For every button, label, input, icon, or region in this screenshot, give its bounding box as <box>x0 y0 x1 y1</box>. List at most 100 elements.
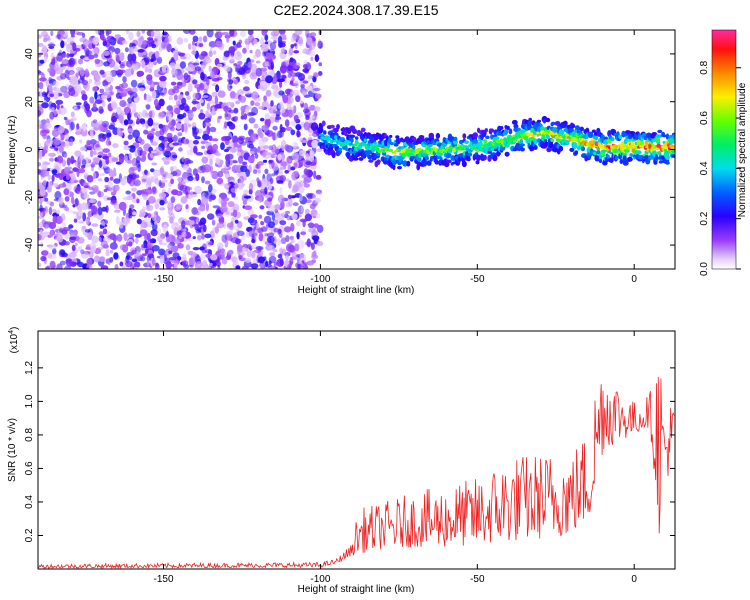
noise-cell <box>99 108 104 114</box>
noise-cell <box>262 50 267 57</box>
noise-cell <box>266 236 275 244</box>
noise-cell <box>128 145 136 149</box>
noise-cell <box>167 187 172 195</box>
noise-cell <box>233 196 238 200</box>
noise-cell <box>48 45 55 50</box>
noise-cell <box>133 179 141 187</box>
noise-cell <box>225 154 230 161</box>
noise-cell <box>145 85 151 90</box>
noise-cell <box>123 232 128 242</box>
noise-cell <box>306 194 314 200</box>
noise-cell <box>64 167 69 175</box>
noise-cell <box>105 30 112 35</box>
noise-cell <box>132 59 137 64</box>
noise-cell <box>113 252 119 260</box>
noise-cell <box>235 100 241 105</box>
noise-cell <box>238 175 245 184</box>
signal-cell <box>657 129 663 134</box>
noise-cell <box>248 183 254 192</box>
noise-cell <box>277 103 284 110</box>
noise-cell <box>290 72 298 78</box>
noise-cell <box>81 159 87 167</box>
signal-cell <box>422 159 428 167</box>
colorbar-tick-label: 0.0 <box>699 262 710 276</box>
noise-cell <box>192 236 196 240</box>
noise-cell <box>116 127 121 136</box>
noise-cell <box>77 245 83 252</box>
noise-cell <box>109 242 118 250</box>
noise-cell <box>158 192 167 199</box>
noise-cell <box>315 191 323 195</box>
noise-cell <box>223 221 227 229</box>
noise-cell <box>194 136 201 140</box>
noise-cell <box>226 37 230 43</box>
noise-cell <box>311 139 319 149</box>
noise-cell <box>237 60 243 66</box>
noise-cell <box>186 237 194 242</box>
noise-cell <box>290 44 294 49</box>
noise-cell <box>86 175 94 183</box>
noise-cell <box>170 245 179 253</box>
noise-cell <box>232 40 236 46</box>
noise-cell <box>232 135 239 144</box>
noise-cell <box>167 113 173 121</box>
noise-cell <box>187 83 193 93</box>
noise-cell <box>126 195 134 201</box>
noise-cell <box>192 79 198 85</box>
noise-cell <box>60 40 65 49</box>
noise-cell <box>268 244 275 251</box>
noise-cell <box>309 150 315 159</box>
noise-cell <box>308 228 316 233</box>
noise-cell <box>147 130 155 137</box>
noise-cell <box>288 244 295 253</box>
noise-cell <box>309 104 316 111</box>
noise-cell <box>258 227 261 234</box>
noise-cell <box>235 265 241 269</box>
noise-cell <box>303 102 309 110</box>
noise-cell <box>280 237 287 245</box>
signal-cell <box>565 139 570 145</box>
noise-cell <box>102 40 108 47</box>
noise-cell <box>252 169 258 175</box>
noise-cell <box>81 225 86 230</box>
noise-cell <box>260 70 268 77</box>
signal-core-cell <box>364 145 369 148</box>
noise-cell <box>261 30 267 36</box>
noise-cell <box>171 88 180 94</box>
colorbar-ticks: 0.0 0.2 0.4 0.6 0.8 <box>699 60 741 276</box>
noise-cell <box>203 122 212 127</box>
snr-x-label: Height of straight line (km) <box>298 584 415 595</box>
noise-cell <box>74 242 78 247</box>
noise-cell <box>215 40 223 48</box>
noise-cell <box>264 34 269 41</box>
noise-cell <box>198 53 205 60</box>
signal-cell <box>655 153 658 160</box>
signal-cell <box>662 134 667 138</box>
noise-cell <box>58 145 64 153</box>
noise-cell <box>43 250 49 254</box>
noise-cell <box>94 71 98 77</box>
noise-cell <box>183 264 190 269</box>
noise-cell <box>268 255 277 264</box>
signal-cell <box>653 160 658 165</box>
noise-cell <box>82 39 89 48</box>
noise-cell <box>58 196 64 205</box>
noise-cell <box>277 36 283 44</box>
noise-cell <box>192 92 199 100</box>
signal-cell <box>359 133 365 141</box>
noise-cell <box>90 133 95 138</box>
noise-cell <box>286 109 295 118</box>
signal-cell <box>520 147 525 152</box>
noise-cell <box>258 106 265 110</box>
noise-cell <box>137 136 142 142</box>
signal-core-cell <box>617 144 621 148</box>
noise-cell <box>128 167 135 175</box>
noise-cell <box>160 179 168 183</box>
signal-cell <box>636 150 642 155</box>
noise-cell <box>150 58 154 63</box>
noise-cell <box>293 171 299 178</box>
noise-cell <box>292 141 298 149</box>
noise-cell <box>267 204 276 212</box>
noise-cell <box>82 212 87 222</box>
noise-cell <box>130 79 138 88</box>
